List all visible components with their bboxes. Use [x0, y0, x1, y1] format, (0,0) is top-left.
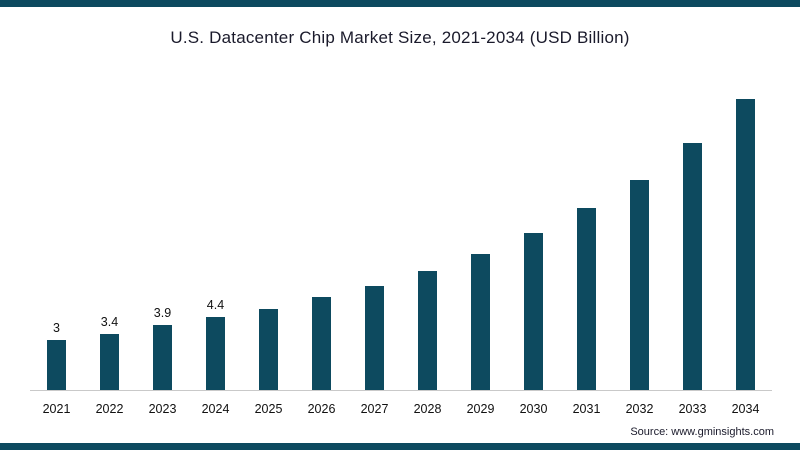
bar: [312, 297, 331, 390]
bar: [683, 143, 702, 390]
x-tick-label: 2021: [42, 402, 71, 416]
bar-group: [348, 92, 401, 390]
bar-value-label: 3.4: [100, 314, 119, 329]
bar-group: [295, 92, 348, 390]
x-tick-label: 2032: [625, 402, 654, 416]
x-tick-label: 2026: [307, 402, 336, 416]
bar: [153, 325, 172, 390]
x-tick-label: 2023: [148, 402, 177, 416]
plot-area: 3 3.4 3.9 4.4 2021 2022 2023 2024 2025 2026 2027 2…: [30, 92, 772, 416]
source-attribution: Source: www.gminsights.com: [630, 426, 774, 438]
bar-group: [454, 92, 507, 390]
x-tick-label: 2027: [360, 402, 389, 416]
bar-group: [613, 92, 666, 390]
bar: [365, 285, 384, 390]
bar-value-label: 3.9: [153, 306, 172, 321]
x-tick-label: 2028: [413, 402, 442, 416]
bar-group: [666, 92, 719, 390]
bar: [418, 270, 437, 390]
bar-group: 3: [30, 92, 83, 390]
bar-value-label: 3: [53, 321, 60, 336]
bar: [471, 254, 490, 390]
bar-group: [719, 92, 772, 390]
bar: [47, 340, 66, 390]
bar: [630, 179, 649, 390]
bar: [259, 308, 278, 390]
bar: [100, 333, 119, 390]
bar-value-label: 4.4: [206, 298, 225, 313]
bar-group: 3.9: [136, 92, 189, 390]
x-tick-label: 2024: [201, 402, 230, 416]
bar-group: [560, 92, 613, 390]
bar: [206, 317, 225, 390]
bar-group: [401, 92, 454, 390]
bar-group: [507, 92, 560, 390]
x-tick-label: 2029: [466, 402, 495, 416]
bar-group: [242, 92, 295, 390]
top-border-bar: [0, 0, 800, 7]
x-axis: 2021 2022 2023 2024 2025 2026 2027 2028 2029 2030…: [30, 402, 772, 416]
bar: [524, 232, 543, 390]
x-tick-label: 2025: [254, 402, 283, 416]
x-tick-label: 2034: [731, 402, 760, 416]
bottom-border-bar: [0, 443, 800, 450]
x-tick-label: 2033: [678, 402, 707, 416]
bar-group: 3.4: [83, 92, 136, 390]
chart-title: U.S. Datacenter Chip Market Size, 2021-2…: [170, 28, 630, 47]
bar-group: 4.4: [189, 92, 242, 390]
x-tick-label: 2031: [572, 402, 601, 416]
bar: [736, 98, 755, 390]
x-tick-label: 2022: [95, 402, 124, 416]
x-tick-label: 2030: [519, 402, 548, 416]
bar: [577, 207, 596, 390]
bars: 3 3.4 3.9 4.4: [30, 92, 772, 391]
